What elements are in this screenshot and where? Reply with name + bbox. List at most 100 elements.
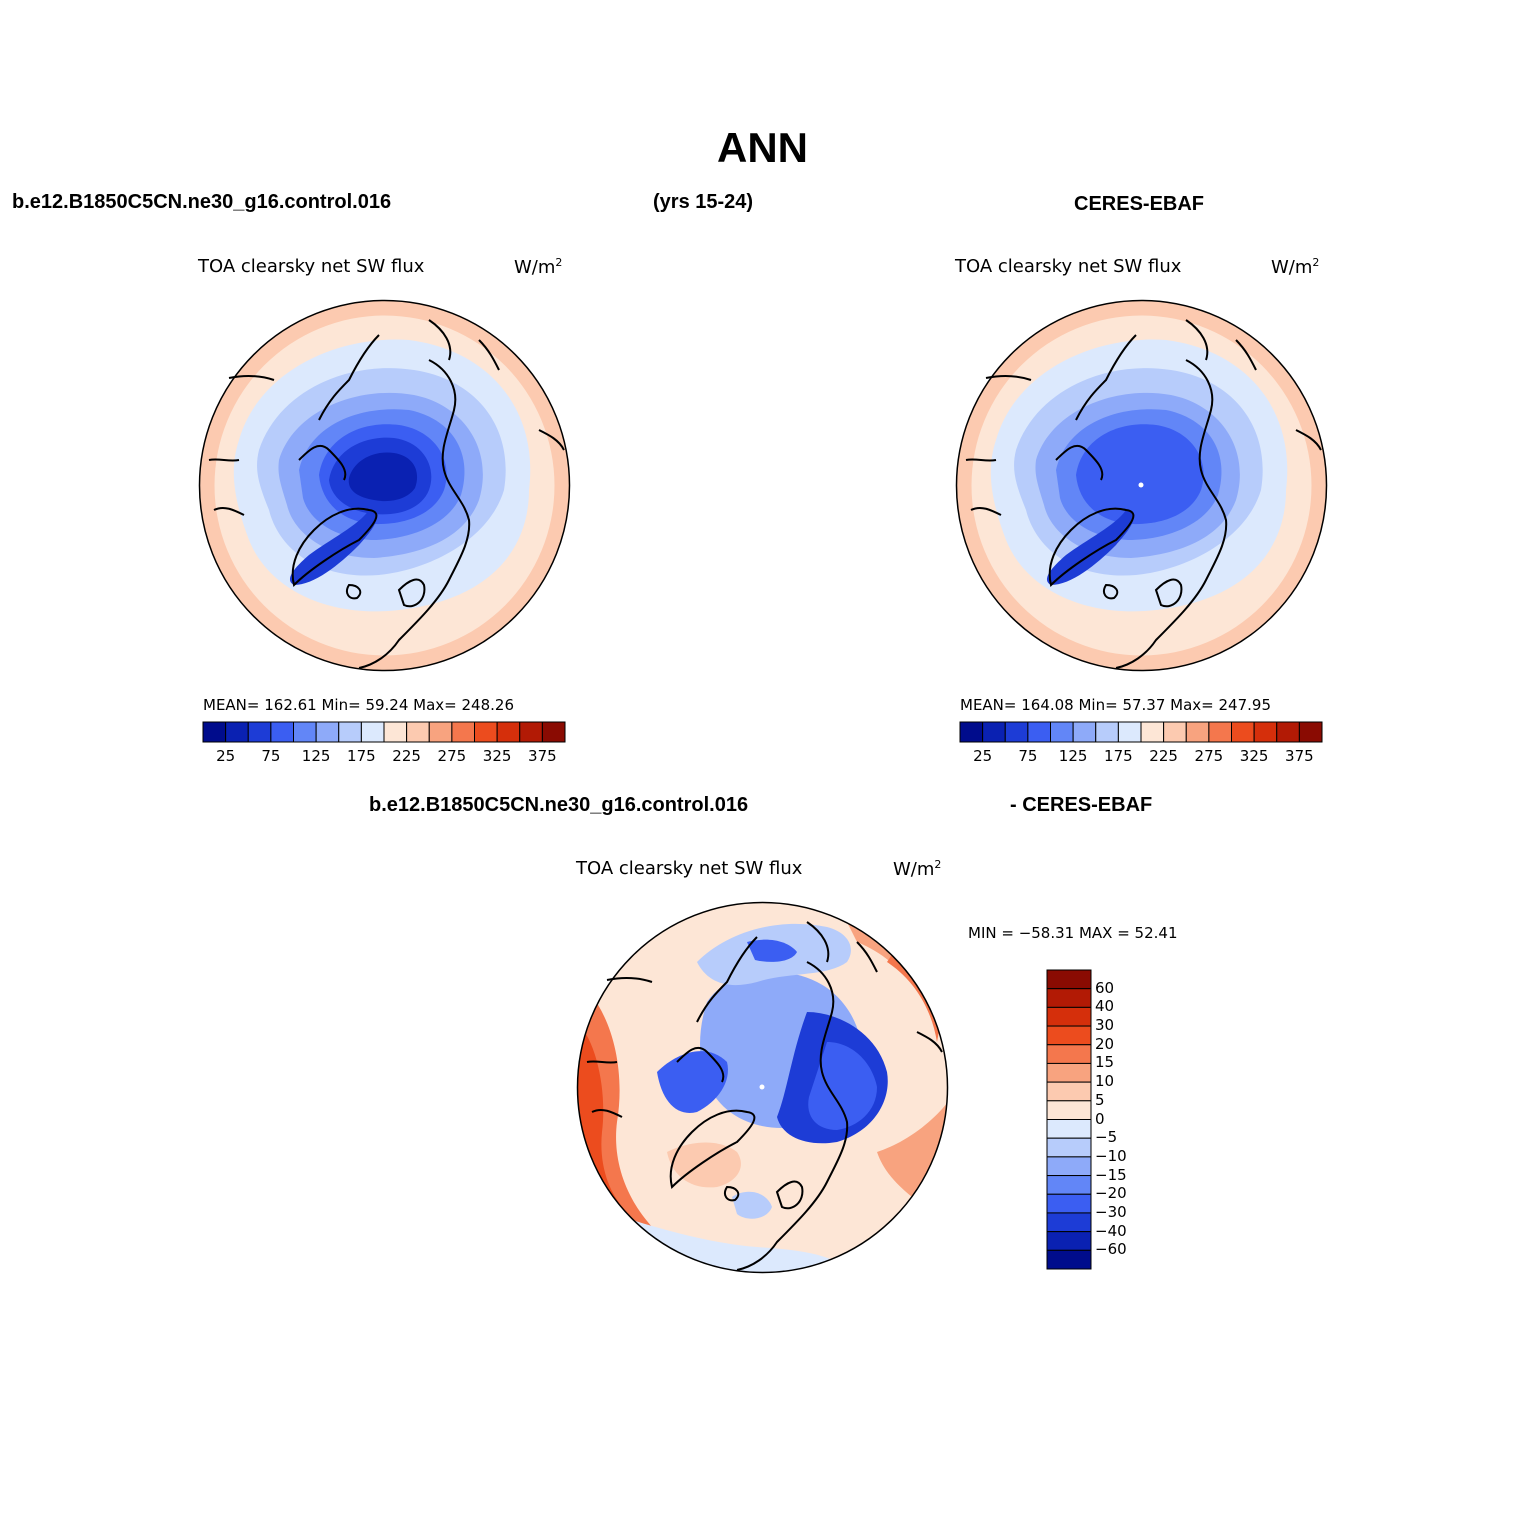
colorbar-swatch — [1004, 721, 1029, 743]
colorbar-swatch — [1046, 1231, 1092, 1251]
model-panel-units: W/m2 — [514, 256, 563, 278]
colorbar-swatch — [247, 721, 272, 743]
colorbar-tick-label: 375 — [528, 747, 557, 765]
bottom-ref-header: - CERES-EBAF — [1010, 794, 1153, 816]
diff-polar-map — [576, 901, 949, 1274]
colorbar-tick-label: 5 — [1095, 1090, 1105, 1109]
colorbar-swatch — [519, 721, 543, 743]
diff-stats: MIN = −58.31 MAX = 52.41 — [968, 924, 1178, 942]
colorbar-swatch — [1050, 721, 1074, 743]
obs-panel-units: W/m2 — [1271, 256, 1320, 278]
model-polar-map — [198, 299, 571, 672]
obs-panel-title: TOA clearsky net SW flux — [955, 256, 1182, 277]
colorbar-tick-label: 125 — [301, 747, 331, 765]
colorbar-swatch — [474, 721, 498, 743]
colorbar-swatch — [1208, 721, 1233, 743]
colorbar-swatch — [1046, 1025, 1092, 1046]
diff-colorbar — [1046, 969, 1092, 1270]
colorbar-swatch — [1095, 721, 1119, 743]
colorbar-tick-label: 30 — [1095, 1016, 1115, 1035]
colorbar-tick-label: 175 — [1104, 747, 1133, 765]
colorbar-swatch — [451, 721, 476, 743]
colorbar-swatch — [1046, 1044, 1092, 1064]
colorbar-tick-label: 325 — [1239, 747, 1269, 765]
obs-polar-map — [955, 299, 1328, 672]
colorbar-tick-label: 60 — [1095, 978, 1115, 997]
colorbar-tick-label: −30 — [1095, 1202, 1127, 1221]
model-panel-title: TOA clearsky net SW flux — [198, 256, 425, 277]
colorbar-swatch — [1046, 1249, 1092, 1270]
colorbar-swatch — [225, 721, 249, 743]
obs-stats: MEAN= 164.08 Min= 57.37 Max= 247.95 — [960, 696, 1271, 714]
colorbar-swatch — [1253, 721, 1278, 743]
colorbar-swatch — [315, 721, 340, 743]
left-case-header: b.e12.B1850C5CN.ne30_g16.control.016 — [12, 191, 392, 213]
colorbar-swatch — [1140, 721, 1165, 743]
figure-title: ANN — [717, 124, 808, 171]
colorbar-swatch — [1046, 1006, 1092, 1027]
colorbar-swatch — [982, 721, 1006, 743]
colorbar-swatch — [1046, 1212, 1092, 1233]
colorbar-swatch — [406, 721, 430, 743]
colorbar-swatch — [1046, 1100, 1092, 1120]
colorbar-tick-label: 15 — [1095, 1053, 1115, 1072]
obs-colorbar — [959, 721, 1323, 743]
colorbar-tick-label: −5 — [1095, 1128, 1118, 1147]
colorbar-swatch — [1046, 1193, 1092, 1214]
colorbar-tick-label: 275 — [1194, 747, 1224, 765]
colorbar-tick-label: 325 — [482, 747, 512, 765]
colorbar-swatch — [338, 721, 362, 743]
colorbar-swatch — [1046, 1081, 1092, 1102]
colorbar-swatch — [496, 721, 521, 743]
years-header: (yrs 15-24) — [653, 191, 754, 213]
colorbar-tick-label: 25 — [973, 747, 993, 765]
colorbar-swatch — [1276, 721, 1300, 743]
colorbar-tick-label: 275 — [437, 747, 467, 765]
colorbar-swatch — [1231, 721, 1255, 743]
colorbar-swatch — [202, 721, 227, 743]
colorbar-swatch — [293, 721, 317, 743]
colorbar-swatch — [541, 721, 566, 743]
diff-panel-title: TOA clearsky net SW flux — [576, 858, 803, 879]
colorbar-tick-label: 20 — [1095, 1034, 1115, 1053]
right-case-header: CERES-EBAF — [1074, 193, 1205, 215]
colorbar-swatch — [1117, 721, 1142, 743]
colorbar-tick-label: −10 — [1095, 1146, 1127, 1165]
colorbar-tick-label: 75 — [1018, 747, 1038, 765]
colorbar-swatch — [1046, 1119, 1092, 1139]
colorbar-swatch — [1163, 721, 1187, 743]
colorbar-tick-label: 225 — [392, 747, 421, 765]
colorbar-tick-label: 40 — [1095, 997, 1115, 1016]
colorbar-swatch — [1046, 988, 1092, 1008]
bottom-case-header: b.e12.B1850C5CN.ne30_g16.control.016 — [369, 794, 749, 816]
colorbar-swatch — [1046, 1062, 1092, 1083]
diff-panel-units: W/m2 — [893, 858, 942, 880]
colorbar-swatch — [1298, 721, 1323, 743]
colorbar-swatch — [1072, 721, 1097, 743]
colorbar-swatch — [1185, 721, 1210, 743]
colorbar-tick-label: 0 — [1095, 1109, 1105, 1128]
colorbar-tick-label: −40 — [1095, 1221, 1127, 1240]
colorbar-swatch — [360, 721, 385, 743]
colorbar-tick-label: 75 — [261, 747, 281, 765]
colorbar-swatch — [959, 721, 984, 743]
colorbar-swatch — [1046, 1156, 1092, 1177]
colorbar-tick-label: −20 — [1095, 1184, 1127, 1203]
colorbar-swatch — [270, 721, 295, 743]
colorbar-tick-label: 225 — [1149, 747, 1178, 765]
colorbar-tick-label: 375 — [1285, 747, 1314, 765]
colorbar-swatch — [1046, 1175, 1092, 1195]
colorbar-swatch — [1046, 1137, 1092, 1158]
colorbar-swatch — [1046, 969, 1092, 990]
colorbar-tick-label: 125 — [1058, 747, 1088, 765]
colorbar-swatch — [428, 721, 453, 743]
model-stats: MEAN= 162.61 Min= 59.24 Max= 248.26 — [203, 696, 514, 714]
colorbar-tick-label: 10 — [1095, 1072, 1115, 1091]
colorbar-tick-label: −60 — [1095, 1240, 1127, 1259]
colorbar-tick-label: 175 — [347, 747, 376, 765]
colorbar-swatch — [1027, 721, 1052, 743]
colorbar-tick-label: −15 — [1095, 1165, 1127, 1184]
colorbar-tick-label: 25 — [216, 747, 236, 765]
model-colorbar — [202, 721, 566, 743]
colorbar-swatch — [383, 721, 408, 743]
